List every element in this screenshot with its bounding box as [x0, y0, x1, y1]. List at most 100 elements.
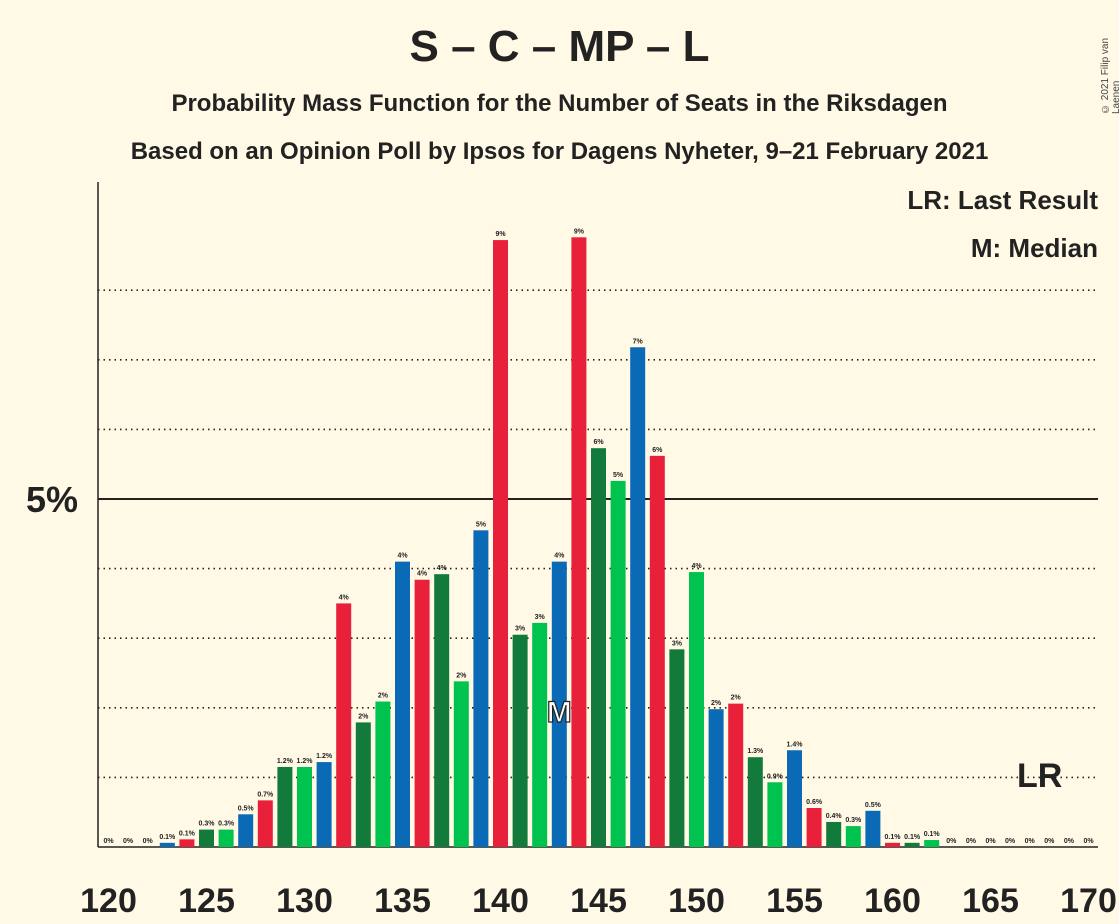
- bar: [551, 561, 567, 847]
- bar: [767, 782, 783, 847]
- bar-label: 4%: [339, 594, 350, 601]
- bar-label: 0%: [1044, 838, 1055, 845]
- bar-label: 9%: [495, 231, 506, 238]
- bar: [924, 840, 940, 847]
- bar: [747, 757, 763, 847]
- bar: [532, 622, 548, 847]
- chart-subtitle-2: Based on an Opinion Poll by Ipsos for Da…: [130, 138, 989, 165]
- bar-label: 2%: [711, 700, 722, 707]
- bar-label: 0.7%: [257, 791, 274, 798]
- bar-label: 1.2%: [316, 753, 333, 760]
- bar: [885, 842, 900, 847]
- bar: [179, 839, 195, 847]
- bar: [238, 814, 254, 847]
- last-result-marker: LR: [1017, 757, 1062, 795]
- bar: [728, 703, 744, 847]
- bar: [395, 561, 410, 847]
- bar-label: 4%: [437, 565, 448, 572]
- bar-label: 0.3%: [199, 821, 216, 828]
- bar: [649, 455, 665, 847]
- chart-subtitle: Probability Mass Function for the Number…: [171, 90, 948, 117]
- bar: [904, 842, 920, 847]
- bar: [787, 750, 802, 847]
- bar: [610, 480, 626, 847]
- bar: [826, 821, 842, 847]
- chart-title: S – C – MP – L: [409, 22, 710, 71]
- legend-median: M: Median: [971, 233, 1098, 263]
- bar-label: 0%: [1083, 838, 1094, 845]
- bar-label: 1.3%: [747, 748, 764, 755]
- bar: [689, 572, 704, 847]
- x-tick-label: 130: [276, 882, 333, 920]
- x-tick-label: 150: [668, 882, 725, 920]
- bar-label: 0%: [143, 838, 154, 845]
- bar-label: 0.3%: [845, 817, 862, 824]
- bar-label: 3%: [672, 640, 683, 647]
- bar-label: 0%: [946, 838, 957, 845]
- bar: [512, 634, 528, 847]
- bar-label: 1.2%: [297, 758, 314, 765]
- bar: [218, 829, 234, 847]
- bar: [434, 574, 450, 847]
- bar: [453, 681, 469, 847]
- bar: [630, 347, 646, 847]
- bar: [336, 603, 352, 847]
- bar: [257, 800, 273, 847]
- bar-label: 0.5%: [865, 802, 882, 809]
- x-tick-label: 140: [472, 882, 529, 920]
- bar-label: 0%: [985, 838, 996, 845]
- bar-label: 0.1%: [885, 834, 902, 841]
- bar-label: 0.1%: [924, 831, 941, 838]
- bar: [571, 237, 587, 847]
- bar-label: 0.1%: [159, 834, 176, 841]
- bar-label: 9%: [574, 228, 585, 235]
- bar-label: 0.3%: [218, 821, 235, 828]
- x-tick-label: 125: [178, 882, 235, 920]
- bar-label: 0.9%: [767, 773, 784, 780]
- bar: [159, 842, 175, 847]
- x-tick-label: 155: [766, 882, 823, 920]
- bar-label: 5%: [613, 472, 624, 479]
- bar-label: 2%: [731, 695, 742, 702]
- bar-label: 0.1%: [904, 834, 921, 841]
- bar-label: 0.5%: [238, 805, 255, 812]
- y-tick-label: 5%: [26, 479, 78, 520]
- bar-label: 1.4%: [787, 741, 804, 748]
- bar-label: 0%: [123, 838, 134, 845]
- bar-label: 0%: [966, 838, 977, 845]
- bar: [199, 829, 214, 847]
- x-tick-label: 165: [962, 882, 1019, 920]
- bar-label: 5%: [476, 521, 487, 528]
- legend-last-result: LR: Last Result: [907, 185, 1098, 215]
- bar-label: 6%: [652, 447, 663, 454]
- bar-label: 6%: [593, 439, 604, 446]
- bar: [277, 766, 293, 847]
- bar-label: 2%: [358, 713, 369, 720]
- bar-label: 2%: [456, 672, 467, 679]
- bar: [414, 579, 430, 847]
- bar-label: 0%: [1064, 838, 1075, 845]
- bar: [708, 709, 724, 847]
- bar: [473, 530, 489, 847]
- bar-label: 7%: [633, 338, 644, 345]
- bar: [375, 701, 391, 847]
- bar-label: 0.1%: [179, 830, 196, 837]
- bar-label: 0.6%: [806, 799, 823, 806]
- bar-label: 4%: [691, 563, 702, 570]
- bar-label: 3%: [515, 626, 526, 633]
- bar-label: 1.2%: [277, 758, 294, 765]
- bar: [845, 826, 861, 847]
- x-tick-label: 135: [374, 882, 431, 920]
- bar: [316, 762, 332, 847]
- bar: [355, 722, 371, 847]
- bar: [806, 808, 822, 847]
- x-tick-label: 120: [80, 882, 137, 920]
- bar: [591, 448, 606, 847]
- bar-label: 0%: [1025, 838, 1036, 845]
- bar-label: 4%: [397, 553, 408, 560]
- bar: [297, 766, 312, 847]
- bar-label: 4%: [554, 553, 565, 560]
- bar-label: 0.4%: [826, 813, 843, 820]
- bar-label: 4%: [417, 571, 428, 578]
